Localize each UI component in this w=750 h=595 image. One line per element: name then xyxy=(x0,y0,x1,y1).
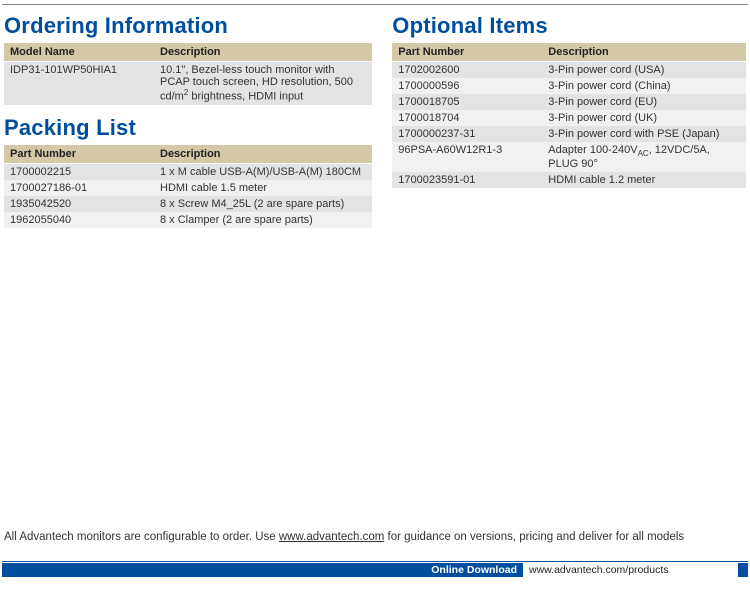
download-url[interactable]: www.advantech.com/products xyxy=(523,563,738,577)
footer-pre: All Advantech monitors are configurable … xyxy=(4,531,279,543)
cell-pn: 1700023591-01 xyxy=(392,172,542,188)
cell-pn: 1700018705 xyxy=(392,94,542,110)
table-row: 1935042520 8 x Screw M4_25L (2 are spare… xyxy=(4,196,372,212)
table-row: 1700018704 3-Pin power cord (UK) xyxy=(392,110,746,126)
footer-link[interactable]: www.advantech.com xyxy=(279,531,384,543)
table-row: 1700000237-31 3-Pin power cord with PSE … xyxy=(392,126,746,142)
table-row: 96PSA-A60W12R1-3 Adapter 100-240VAC, 12V… xyxy=(392,142,746,172)
table-row: 1962055040 8 x Clamper (2 are spare part… xyxy=(4,212,372,228)
desc-pre: Adapter 100-240V xyxy=(548,144,637,156)
cell-desc: 3-Pin power cord with PSE (Japan) xyxy=(542,126,746,142)
col-header-pn: Part Number xyxy=(392,43,542,62)
cell-desc: 8 x Clamper (2 are spare parts) xyxy=(154,212,372,228)
cell-desc: 10.1", Bezel-less touch monitor with PCA… xyxy=(154,62,372,105)
cell-pn: 1700000596 xyxy=(392,78,542,94)
top-rule xyxy=(2,4,748,5)
col-header-model: Model Name xyxy=(4,43,154,62)
col-header-desc: Description xyxy=(154,145,372,164)
cell-desc: Adapter 100-240VAC, 12VDC/5A, PLUG 90° xyxy=(542,142,746,172)
left-column: Ordering Information Model Name Descript… xyxy=(4,13,372,238)
cell-desc: 8 x Screw M4_25L (2 are spare parts) xyxy=(154,196,372,212)
content-area: Ordering Information Model Name Descript… xyxy=(0,13,750,238)
cell-desc: 3-Pin power cord (USA) xyxy=(542,62,746,79)
right-column: Optional Items Part Number Description 1… xyxy=(392,13,746,238)
desc-sub: AC xyxy=(638,149,649,158)
download-label: Online Download xyxy=(425,564,523,576)
table-header-row: Part Number Description xyxy=(4,145,372,164)
col-header-desc: Description xyxy=(154,43,372,62)
bottom-bar: Online Download www.advantech.com/produc… xyxy=(2,561,748,577)
cell-desc: 3-Pin power cord (UK) xyxy=(542,110,746,126)
cell-pn: 1700018704 xyxy=(392,110,542,126)
table-row: IDP31-101WP50HIA1 10.1", Bezel-less touc… xyxy=(4,62,372,105)
table-row: 1700002215 1 x M cable USB-A(M)/USB-A(M)… xyxy=(4,163,372,180)
cell-desc: 3-Pin power cord (EU) xyxy=(542,94,746,110)
ordering-table: Model Name Description IDP31-101WP50HIA1… xyxy=(4,43,372,105)
table-row: 1700000596 3-Pin power cord (China) xyxy=(392,78,746,94)
footer-post: for guidance on versions, pricing and de… xyxy=(384,531,684,543)
cell-pn: IDP31-101WP50HIA1 xyxy=(4,62,154,105)
cell-pn: 1700002215 xyxy=(4,163,154,180)
footer-note: All Advantech monitors are configurable … xyxy=(4,531,684,543)
cell-desc: 1 x M cable USB-A(M)/USB-A(M) 180CM xyxy=(154,163,372,180)
cell-pn: 1702002600 xyxy=(392,62,542,79)
cell-desc: HDMI cable 1.2 meter xyxy=(542,172,746,188)
table-row: 1702002600 3-Pin power cord (USA) xyxy=(392,62,746,79)
table-row: 1700023591-01 HDMI cable 1.2 meter xyxy=(392,172,746,188)
cell-desc: 3-Pin power cord (China) xyxy=(542,78,746,94)
col-header-desc: Description xyxy=(542,43,746,62)
packing-title: Packing List xyxy=(4,115,372,141)
packing-table: Part Number Description 1700002215 1 x M… xyxy=(4,145,372,228)
table-row: 1700027186-01 HDMI cable 1.5 meter xyxy=(4,180,372,196)
optional-title: Optional Items xyxy=(392,13,746,39)
table-header-row: Model Name Description xyxy=(4,43,372,62)
bar-top-line xyxy=(2,561,748,562)
cell-pn: 1700027186-01 xyxy=(4,180,154,196)
cell-pn: 1962055040 xyxy=(4,212,154,228)
optional-table: Part Number Description 1702002600 3-Pin… xyxy=(392,43,746,188)
table-row: 1700018705 3-Pin power cord (EU) xyxy=(392,94,746,110)
cell-pn: 1935042520 xyxy=(4,196,154,212)
cell-pn: 96PSA-A60W12R1-3 xyxy=(392,142,542,172)
cell-pn: 1700000237-31 xyxy=(392,126,542,142)
desc-post: brightness, HDMI input xyxy=(188,91,303,103)
cell-desc: HDMI cable 1.5 meter xyxy=(154,180,372,196)
bar-body: Online Download www.advantech.com/produc… xyxy=(2,563,748,577)
col-header-pn: Part Number xyxy=(4,145,154,164)
ordering-title: Ordering Information xyxy=(4,13,372,39)
table-header-row: Part Number Description xyxy=(392,43,746,62)
